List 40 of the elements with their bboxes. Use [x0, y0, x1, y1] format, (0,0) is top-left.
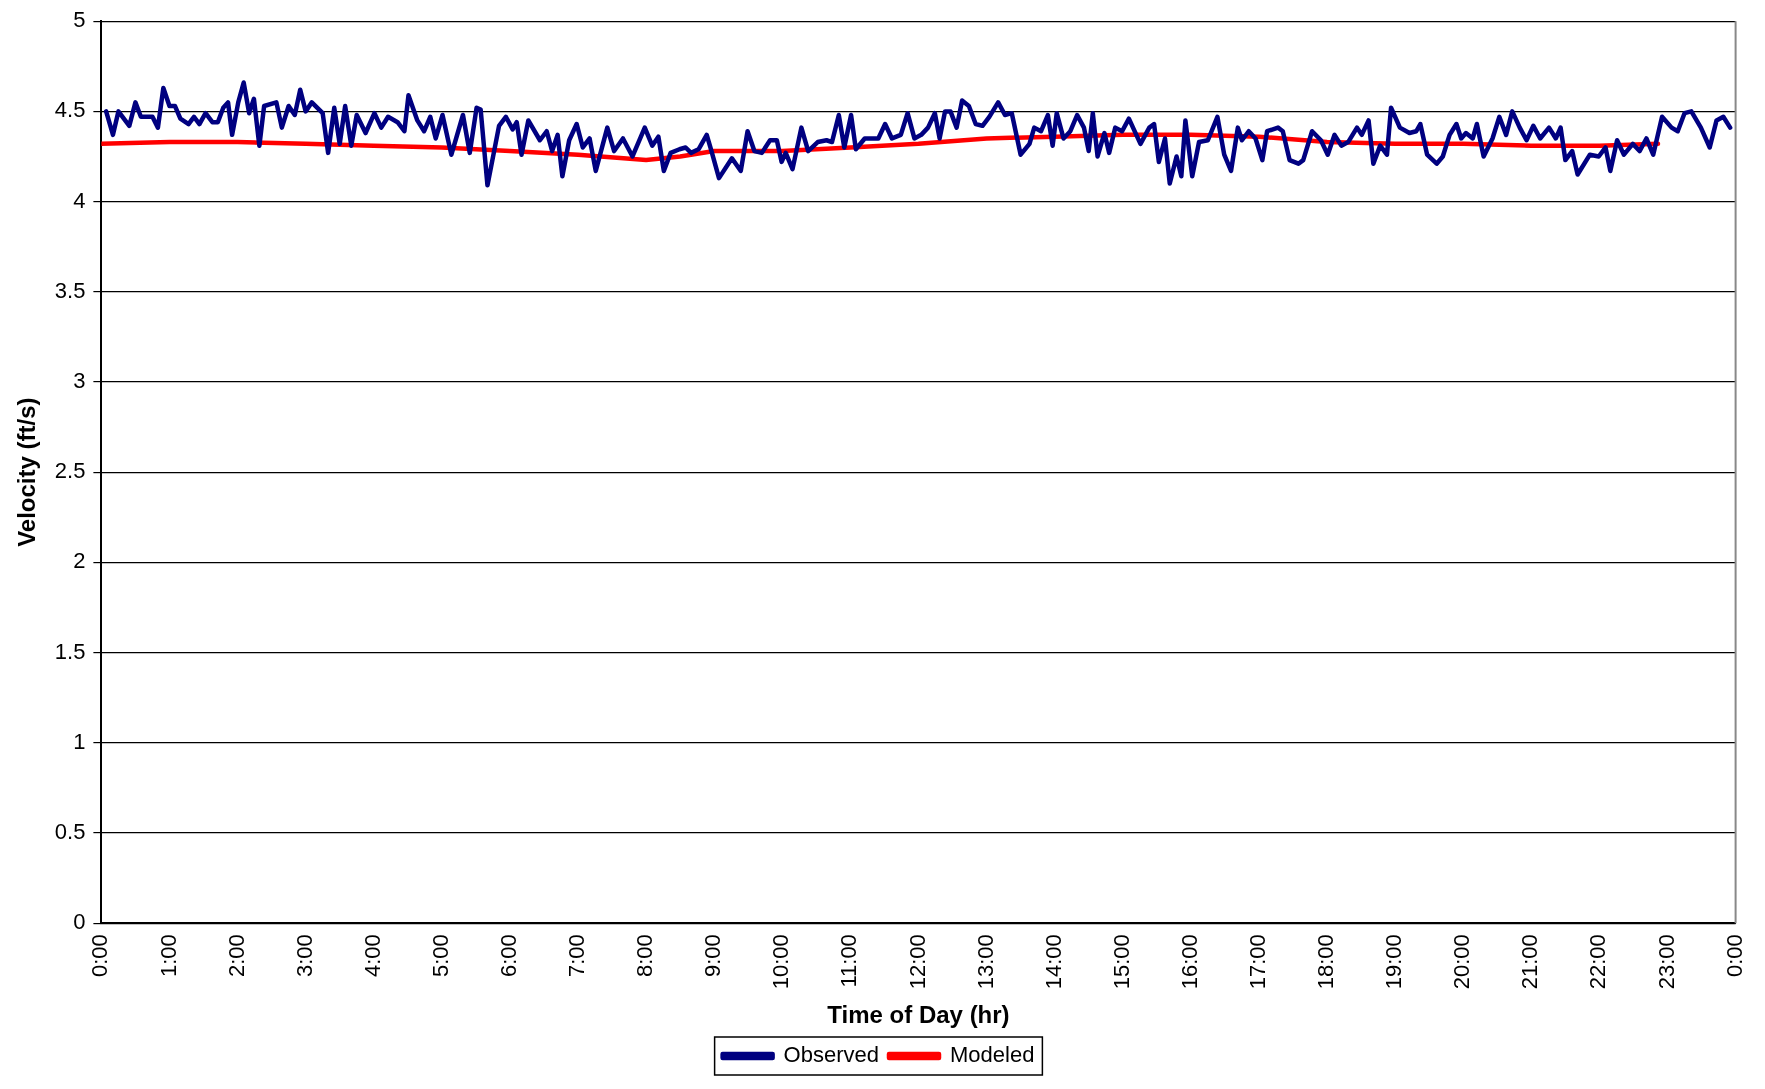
x-tick-label: 15:00	[1108, 934, 1134, 990]
y-tick-label: 1	[73, 728, 86, 754]
y-tick-label: 2	[73, 548, 86, 574]
x-tick-label: 12:00	[904, 934, 930, 990]
x-tick-label: 18:00	[1313, 934, 1339, 990]
y-tick-label: 4	[73, 187, 86, 213]
x-tick-label: 10:00	[768, 934, 794, 990]
x-tick-label: 22:00	[1585, 934, 1611, 990]
y-tick-label: 0	[73, 909, 86, 935]
x-tick-label: 0:00	[87, 934, 113, 977]
x-tick-label: 6:00	[496, 934, 521, 977]
x-tick-label: 11:00	[836, 934, 862, 988]
y-tick-label: 3.5	[54, 277, 86, 303]
x-tick-label: 0:00	[1721, 934, 1747, 977]
legend-label: Modeled	[949, 1042, 1035, 1068]
y-tick-label: 3	[73, 368, 86, 394]
y-tick-label: 1.5	[54, 638, 86, 664]
y-tick-label: 0.5	[54, 819, 86, 845]
x-tick-label: 8:00	[632, 934, 658, 977]
x-tick-label: 2:00	[223, 934, 249, 977]
y-tick-label: 2.5	[54, 458, 86, 484]
x-tick-label: 14:00	[1040, 934, 1066, 990]
x-tick-label: 4:00	[359, 934, 385, 977]
x-tick-label: 5:00	[427, 934, 453, 977]
y-axis-title: Velocity (ft/s)	[13, 397, 41, 547]
x-tick-label: 23:00	[1653, 934, 1679, 990]
x-tick-label: 1:00	[155, 934, 181, 977]
x-tick-label: 16:00	[1176, 934, 1202, 990]
x-axis-title: Time of Day (hr)	[827, 1001, 1010, 1029]
x-tick-label: 20:00	[1449, 934, 1475, 990]
x-tick-label: 21:00	[1517, 934, 1543, 990]
x-tick-label: 13:00	[972, 934, 998, 990]
x-tick-label: 19:00	[1381, 934, 1407, 990]
x-tick-label: 9:00	[700, 934, 726, 977]
legend-label: Observed	[783, 1042, 880, 1068]
x-tick-label: 7:00	[564, 934, 590, 977]
y-tick-label: 4.5	[54, 97, 86, 123]
x-tick-label: 17:00	[1245, 934, 1271, 990]
x-tick-label: 3:00	[291, 934, 317, 977]
y-tick-label: 5	[73, 7, 86, 33]
